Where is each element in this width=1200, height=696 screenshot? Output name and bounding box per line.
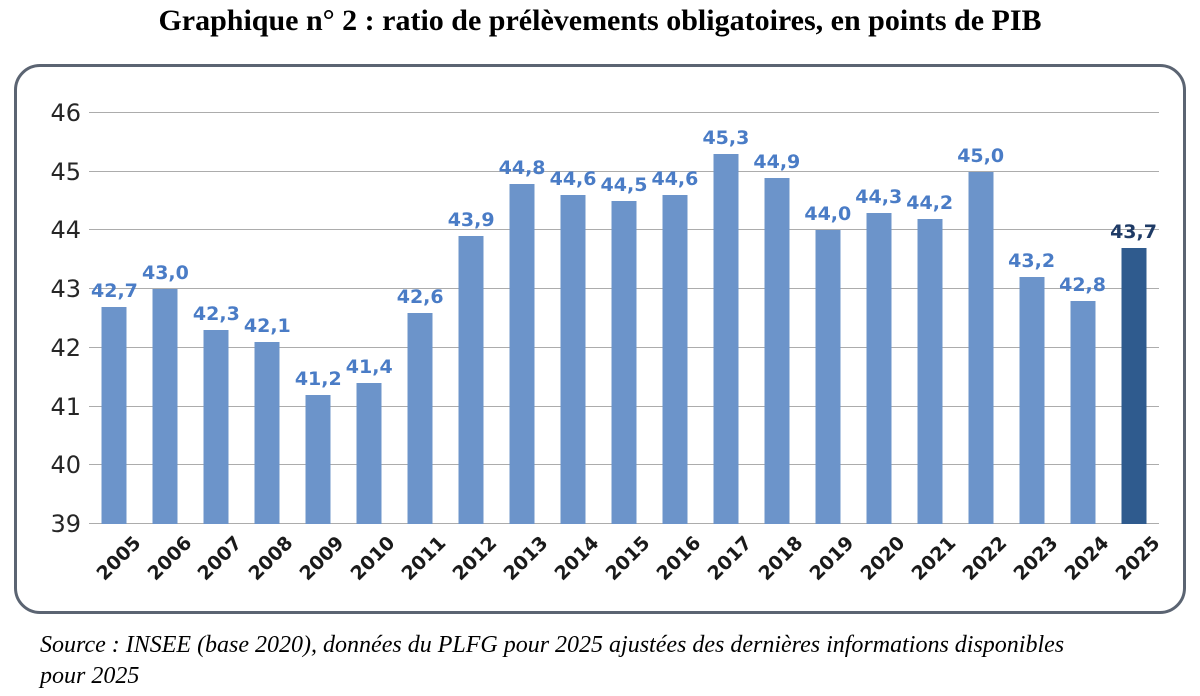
bar-value-label: 43,0 — [141, 262, 189, 285]
chart-frame: 39 40 41 42 43 44 45 46 42,7 2005 43,0 2006 42,3 2007… — [14, 64, 1186, 614]
x-axis-year-text: 2023 — [1009, 532, 1063, 585]
bar — [1121, 248, 1147, 524]
x-axis-year-text: 2006 — [143, 532, 196, 585]
y-axis-tick-label: 44 — [50, 216, 81, 245]
bar-value-label: 42,3 — [192, 303, 240, 326]
bar-value-label: 44,6 — [549, 168, 597, 191]
source-line-1: Source : INSEE (base 2020), données du P… — [40, 632, 1065, 658]
bar — [458, 236, 484, 524]
bar — [305, 394, 331, 524]
bar-value-label: 42,8 — [1059, 273, 1107, 296]
x-axis-year-text: 2015 — [601, 532, 655, 585]
y-axis-tick-label: 43 — [50, 275, 81, 304]
y-axis-tick-label: 45 — [50, 157, 81, 186]
bar-value-label: 44,8 — [498, 156, 546, 179]
x-axis-year-text: 2014 — [550, 532, 604, 585]
x-axis-year-text: 2010 — [346, 532, 400, 585]
x-axis-year-text: 2012 — [448, 532, 502, 585]
x-axis-year-text: 2024 — [1060, 532, 1114, 585]
x-axis-year-text: 2011 — [397, 532, 451, 585]
bar-value-label: 42,6 — [396, 285, 444, 308]
bar — [917, 218, 943, 524]
x-axis-year-text: 2019 — [805, 532, 859, 585]
source-line-2: pour 2025 — [40, 663, 140, 689]
bar-value-label: 42,7 — [91, 279, 138, 302]
y-axis-tick-label: 42 — [50, 333, 81, 362]
bar — [203, 330, 229, 524]
bar — [1019, 277, 1045, 524]
x-axis-year-text: 2008 — [244, 532, 298, 585]
x-axis-year-text: 2007 — [193, 532, 247, 585]
bar — [611, 201, 637, 524]
bar — [1070, 300, 1096, 524]
bar — [815, 230, 841, 524]
bar-value-label: 41,4 — [345, 356, 393, 379]
bar-value-label: 43,7 — [1110, 221, 1157, 243]
bar-value-label: 43,9 — [447, 209, 495, 232]
x-axis-year-text: 2021 — [907, 532, 961, 585]
bar — [662, 195, 688, 524]
bar-value-label: 44,0 — [804, 203, 852, 226]
source-note: Source : INSEE (base 2020), données du P… — [40, 630, 1170, 692]
x-axis-year-text: 2013 — [499, 532, 553, 585]
gridline — [89, 112, 1159, 113]
bar — [560, 195, 586, 524]
bar — [101, 306, 127, 524]
bar — [764, 177, 790, 524]
y-axis-tick-label: 39 — [50, 510, 81, 538]
x-axis-year-text: 2005 — [92, 532, 146, 585]
bar — [407, 312, 433, 524]
bar-value-label: 41,2 — [294, 367, 342, 390]
bar — [968, 171, 994, 524]
bar-value-label: 45,3 — [702, 127, 750, 150]
bar-value-label: 43,2 — [1008, 250, 1056, 273]
gridline — [89, 170, 1159, 172]
x-axis-year-text: 2020 — [856, 532, 910, 585]
bar — [713, 154, 739, 524]
bar — [254, 342, 280, 524]
bar-value-label: 44,5 — [600, 174, 648, 197]
x-axis-year-text: 2022 — [958, 532, 1012, 585]
x-axis-year-text: 2018 — [754, 532, 808, 585]
bar-value-label: 44,9 — [753, 150, 801, 173]
x-axis-year-text: 2009 — [295, 532, 349, 585]
bar-value-label: 45,0 — [957, 144, 1005, 167]
x-axis-year-text: 2016 — [652, 532, 706, 585]
bar — [509, 183, 535, 524]
bar-value-label: 44,3 — [855, 185, 903, 208]
bar — [356, 383, 382, 524]
y-axis-tick-label: 46 — [50, 99, 81, 127]
bar-value-label: 42,1 — [243, 315, 291, 337]
chart-title: Graphique n° 2 : ratio de prélèvements o… — [158, 4, 1042, 37]
x-axis-year-text: 2017 — [703, 532, 757, 585]
y-axis-tick-label: 40 — [50, 451, 81, 480]
x-axis-year-text: 2025 — [1111, 532, 1165, 585]
bar — [866, 212, 892, 524]
y-axis-tick-label: 41 — [50, 392, 81, 421]
bar-value-label: 44,2 — [906, 191, 954, 214]
plot-area: 39 40 41 42 43 44 45 46 42,7 2005 43,0 2006 42,3 2007… — [50, 101, 1164, 585]
bar-value-label: 44,6 — [651, 168, 699, 191]
bar — [152, 289, 178, 524]
